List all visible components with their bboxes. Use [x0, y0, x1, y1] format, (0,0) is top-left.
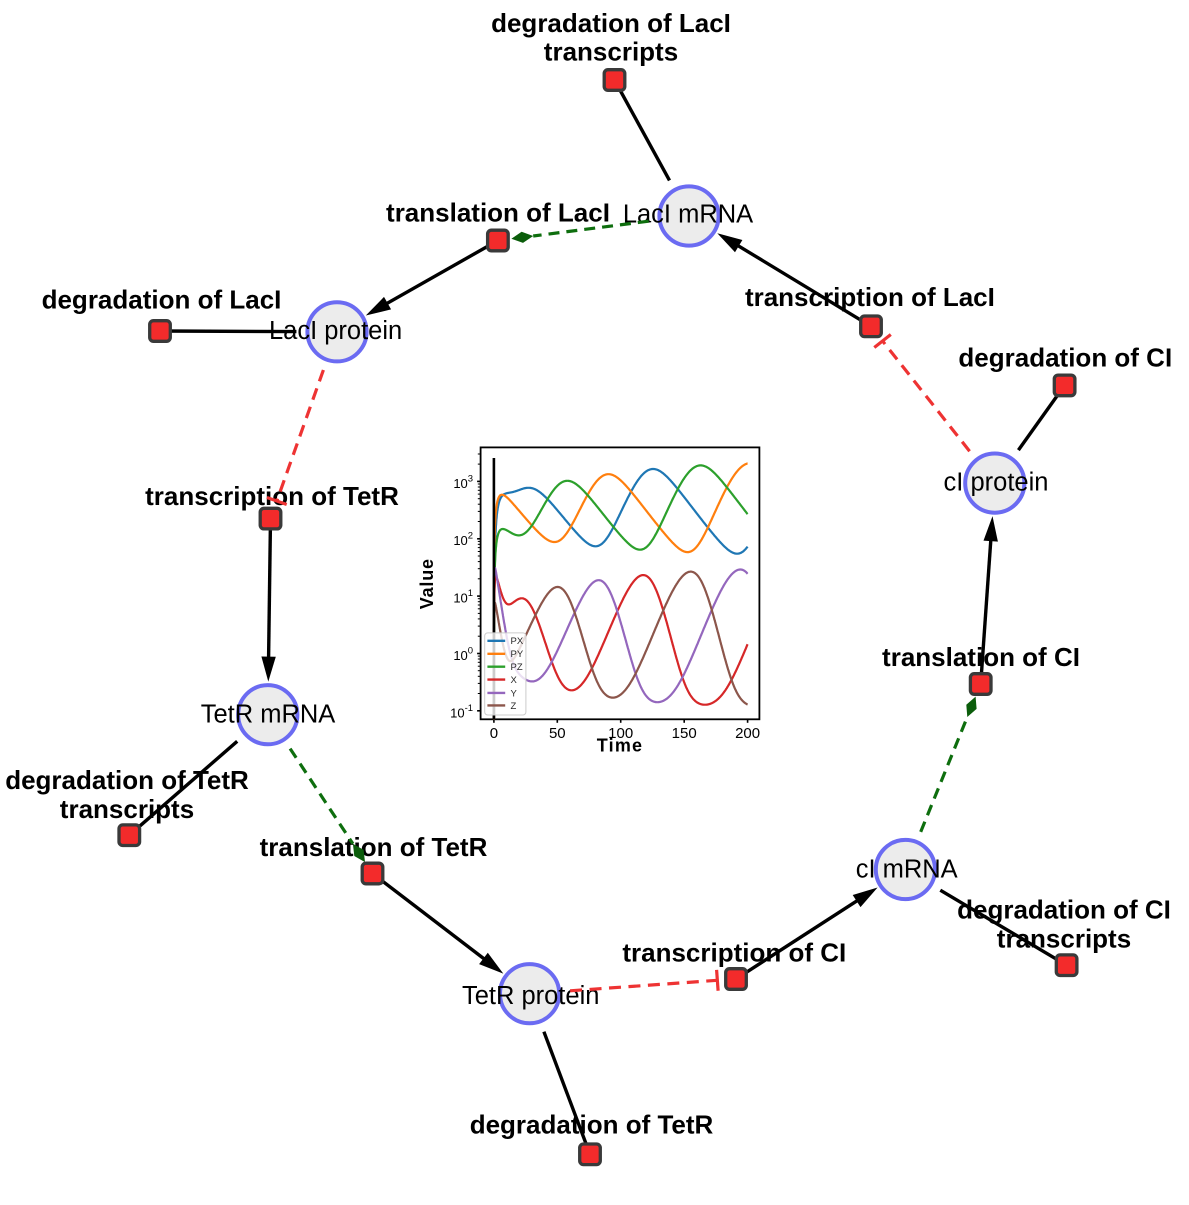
svg-text:103: 103: [453, 473, 473, 491]
svg-text:102: 102: [453, 531, 473, 549]
svg-text:degradation of LacI: degradation of LacI: [42, 284, 282, 314]
svg-text:Time: Time: [597, 735, 644, 755]
svg-text:degradation of CI: degradation of CI: [958, 343, 1172, 373]
svg-text:LacI mRNA: LacI mRNA: [623, 201, 753, 229]
svg-text:TetR mRNA: TetR mRNA: [201, 701, 336, 729]
svg-text:50: 50: [549, 725, 566, 742]
svg-text:transcripts: transcripts: [544, 37, 678, 67]
svg-text:PZ: PZ: [511, 662, 523, 673]
svg-text:Z: Z: [511, 701, 517, 712]
svg-text:cI protein: cI protein: [944, 468, 1049, 496]
svg-text:PX: PX: [511, 636, 524, 647]
svg-text:translation of TetR: translation of TetR: [260, 832, 488, 862]
svg-text:transcription of TetR: transcription of TetR: [145, 481, 399, 511]
svg-text:100: 100: [453, 646, 473, 664]
svg-text:transcription of CI: transcription of CI: [622, 937, 846, 967]
svg-text:transcripts: transcripts: [60, 794, 194, 824]
svg-text:degradation of TetR: degradation of TetR: [470, 1109, 714, 1139]
svg-text:200: 200: [735, 725, 760, 742]
svg-text:transcripts: transcripts: [997, 924, 1131, 954]
svg-text:degradation of LacI: degradation of LacI: [491, 8, 731, 38]
svg-text:cI mRNA: cI mRNA: [856, 856, 958, 884]
svg-text:degradation of TetR: degradation of TetR: [5, 765, 249, 795]
svg-text:150: 150: [672, 725, 697, 742]
svg-text:TetR protein: TetR protein: [462, 982, 600, 1010]
svg-text:translation of LacI: translation of LacI: [386, 198, 610, 228]
svg-text:10-1: 10-1: [450, 703, 473, 721]
svg-text:100: 100: [608, 725, 633, 742]
svg-text:Value: Value: [417, 558, 437, 609]
svg-text:degradation of CI: degradation of CI: [957, 894, 1171, 924]
svg-text:transcription of LacI: transcription of LacI: [745, 282, 995, 312]
svg-text:0: 0: [490, 725, 498, 742]
svg-text:PY: PY: [511, 649, 524, 660]
svg-text:101: 101: [453, 588, 473, 606]
svg-text:X: X: [511, 675, 518, 686]
svg-text:Y: Y: [511, 688, 518, 699]
